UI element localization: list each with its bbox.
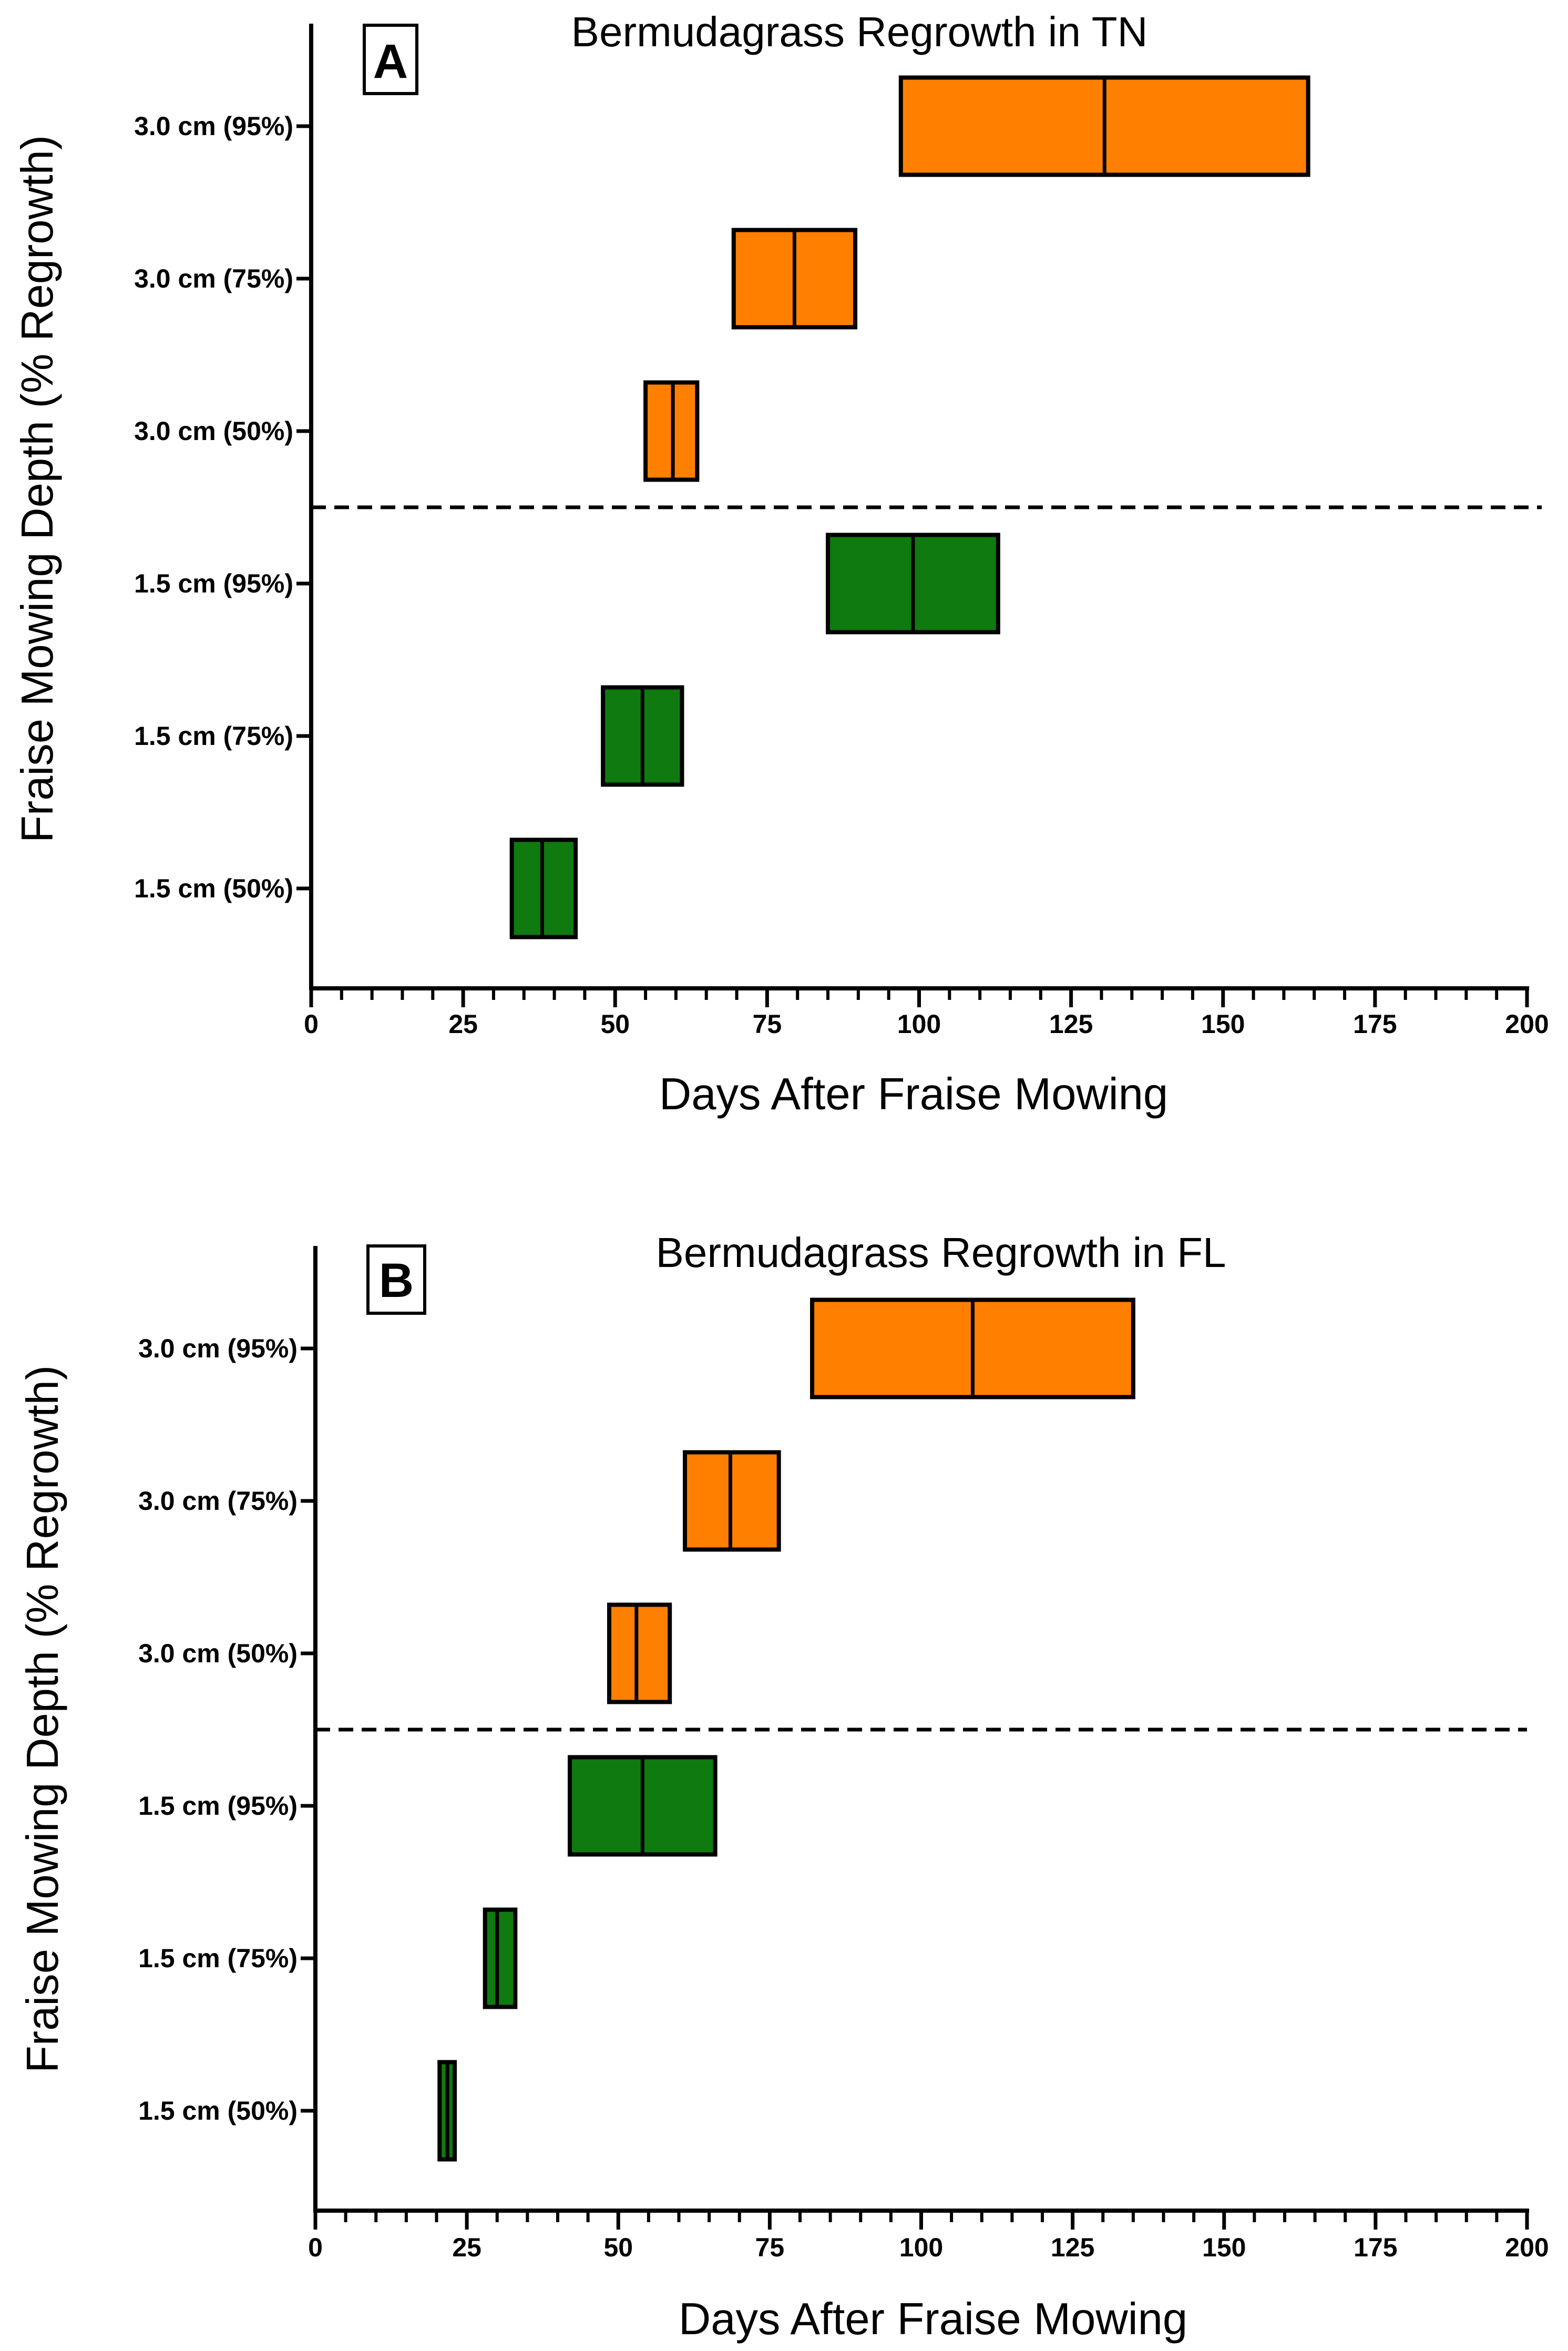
floating-bar: [810, 1297, 1135, 1399]
floating-bar: [898, 75, 1310, 177]
x-tick-label: 125: [1049, 1009, 1093, 1039]
panel-a-title: Bermudagrass Regrowth in TN: [571, 8, 1148, 55]
y-category-label: 3.0 cm (50%): [134, 416, 293, 446]
bar-range-box: [607, 1602, 672, 1704]
panel-b-y-axis-label: Fraise Mowing Depth (% Regrowth): [18, 1365, 68, 2073]
panel-b-title: Bermudagrass Regrowth in FL: [656, 1229, 1226, 1276]
y-category-label: 3.0 cm (95%): [134, 111, 293, 141]
x-tick-label: 0: [308, 2233, 323, 2262]
x-tick-label: 75: [753, 1009, 782, 1039]
y-category-label: 1.5 cm (95%): [138, 1791, 298, 1821]
panel-b-letter-box: [366, 1244, 426, 1315]
floating-bar: [643, 380, 700, 482]
panel-a-y-axis-label: Fraise Mowing Depth (% Regrowth): [13, 135, 63, 843]
panel-a-letter: A: [373, 35, 408, 88]
y-category-label: 1.5 cm (50%): [138, 2096, 298, 2125]
floating-bar: [483, 1907, 518, 2009]
y-category-label: 3.0 cm (50%): [138, 1639, 298, 1668]
bar-range-box: [483, 1907, 518, 2009]
y-category-label: 1.5 cm (50%): [134, 874, 293, 903]
panel-b-letter: B: [379, 1254, 414, 1307]
x-tick-label: 100: [897, 1009, 941, 1039]
panel-b-letter-badge: B: [366, 1244, 426, 1315]
x-tick-label: 50: [603, 2233, 633, 2262]
y-category-label: 1.5 cm (95%): [134, 569, 293, 598]
x-tick-label: 175: [1354, 2233, 1397, 2262]
floating-bar: [607, 1602, 672, 1704]
floating-bar: [731, 228, 858, 330]
x-tick-label: 200: [1505, 1009, 1549, 1039]
x-tick-label: 25: [452, 2233, 481, 2262]
x-tick-label: 175: [1353, 1009, 1397, 1039]
x-tick-label: 150: [1201, 1009, 1245, 1039]
floating-bar: [826, 533, 1000, 635]
floating-bar: [601, 685, 684, 787]
panel-a-letter-badge: A: [363, 24, 418, 95]
y-category-label: 1.5 cm (75%): [138, 1944, 298, 1973]
x-tick-label: 100: [899, 2233, 943, 2262]
x-tick-label: 50: [600, 1009, 630, 1039]
y-category-label: 3.0 cm (75%): [138, 1486, 298, 1516]
panel-a-x-axis-label: Days After Fraise Mowing: [659, 1069, 1168, 1119]
panel-b-plot-area: 0 25 50 75 100 125 150 175 200 3.0 cm (95%) 3.0 cm…: [138, 1246, 1549, 2262]
x-tick-label: 125: [1051, 2233, 1094, 2262]
x-tick-label: 75: [755, 2233, 785, 2262]
panel-a-chart: Bermudagrass Regrowth in TN A Fraise Mow…: [13, 8, 1549, 1119]
panel-a-letter-box: [363, 24, 418, 95]
x-tick-label: 25: [448, 1009, 478, 1039]
y-category-label: 3.0 cm (75%): [134, 264, 293, 293]
panel-b-x-axis-label: Days After Fraise Mowing: [679, 2294, 1187, 2344]
y-category-label: 3.0 cm (95%): [138, 1334, 298, 1363]
floating-bar: [509, 837, 578, 939]
floating-bar: [437, 2060, 457, 2162]
y-category-label: 1.5 cm (75%): [134, 721, 293, 751]
x-tick-label: 150: [1202, 2233, 1246, 2262]
x-tick-label: 0: [304, 1009, 319, 1039]
x-tick-label: 200: [1505, 2233, 1549, 2262]
floating-bar: [683, 1450, 781, 1552]
floating-bar: [568, 1755, 718, 1857]
panel-a-plot-area: 0 25 50 75 100 125 150 175 200 3.0 cm (95%) 3.0 cm…: [134, 24, 1549, 1039]
panel-b-chart: Bermudagrass Regrowth in FL B Fraise Mow…: [18, 1229, 1549, 2344]
